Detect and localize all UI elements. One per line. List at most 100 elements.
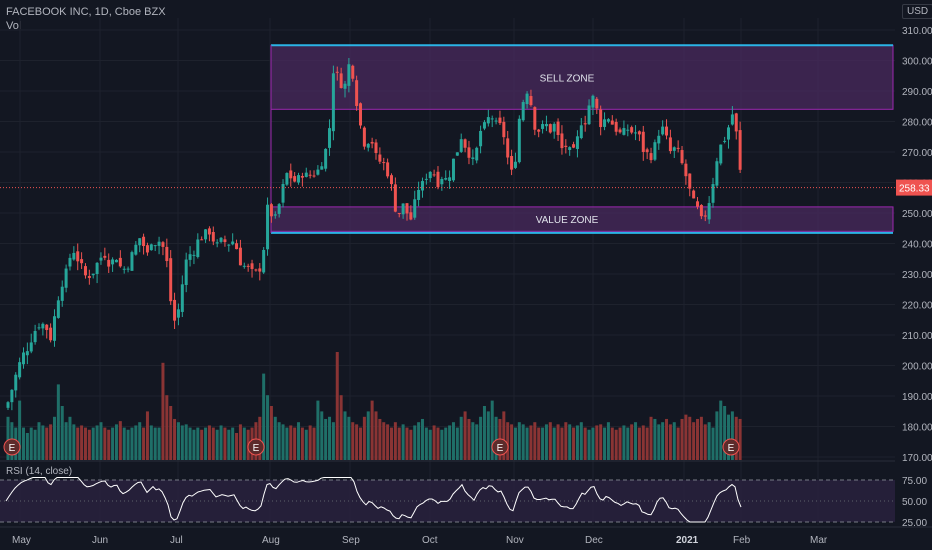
volume-bar	[657, 424, 661, 460]
candle-body	[312, 175, 316, 177]
candle-body	[188, 254, 192, 260]
rsi-tick-label: 25.00	[902, 518, 927, 529]
volume-bar	[552, 427, 556, 460]
volume-bar	[211, 427, 215, 460]
candle-body	[738, 130, 742, 170]
candle-body	[506, 138, 510, 158]
y-tick-label: 280.00	[902, 118, 932, 129]
candle-body	[490, 118, 494, 120]
earnings-marker-label: E	[253, 443, 260, 454]
volume-bar	[308, 425, 312, 460]
volume-bar	[277, 422, 281, 460]
earnings-marker	[491, 438, 509, 456]
volume-bar	[231, 427, 235, 460]
candle-body	[401, 203, 405, 215]
candle-body	[564, 145, 568, 147]
candle-body	[14, 374, 18, 391]
volume-bar	[87, 429, 91, 460]
volume-bar	[684, 414, 688, 460]
candle-body	[258, 268, 262, 272]
volume-bar	[529, 425, 533, 460]
volume-bar	[126, 429, 130, 460]
candle-body	[405, 203, 409, 214]
zone-label: SELL ZONE	[540, 73, 595, 84]
volume-bar	[510, 424, 514, 460]
volume-bar	[14, 427, 18, 460]
candle-body	[366, 143, 370, 148]
volume-bar	[734, 416, 738, 460]
volume-bar	[548, 422, 552, 460]
candle-body	[541, 124, 545, 129]
volume-bar	[157, 427, 161, 460]
volume-bar	[370, 400, 374, 460]
candle-body	[665, 126, 669, 136]
candle-body	[95, 262, 99, 275]
candle-body	[459, 139, 463, 152]
earnings-marker-label: E	[728, 443, 735, 454]
volume-bar	[60, 406, 64, 460]
volume-bar	[413, 425, 417, 460]
candle-body	[343, 83, 347, 89]
candle-body	[142, 236, 146, 247]
volume-bar	[103, 427, 107, 460]
volume-bar	[494, 416, 498, 460]
candle-body	[277, 204, 281, 214]
candle-body	[397, 212, 401, 214]
candle-body	[556, 121, 560, 135]
volume-bar	[575, 425, 579, 460]
volume-bar	[630, 424, 634, 460]
candle-body	[304, 172, 308, 177]
volume-bar	[238, 424, 242, 460]
x-tick-label: May	[12, 535, 31, 546]
candle-body	[653, 142, 657, 160]
candle-body	[533, 107, 537, 130]
volume-bar	[134, 425, 138, 460]
volume-bar	[52, 416, 56, 460]
volume-bar	[281, 424, 285, 460]
candle-body	[6, 402, 10, 408]
volume-bar	[475, 424, 479, 460]
volume-bar	[362, 416, 366, 460]
volume-bar	[324, 418, 328, 460]
volume-bar	[215, 429, 219, 460]
volume-bar	[192, 429, 196, 460]
volume-bar	[397, 427, 401, 460]
candle-body	[409, 212, 413, 220]
candle-body	[153, 245, 157, 247]
volume-bar	[618, 427, 622, 460]
x-tick-label: 2021	[676, 535, 699, 546]
y-tick-label: 250.00	[902, 209, 932, 220]
candle-body	[285, 173, 289, 185]
volume-bar	[467, 418, 471, 460]
volume-bar	[293, 427, 297, 460]
candle-body	[362, 127, 366, 147]
volume-bar	[351, 422, 355, 460]
volume-bar	[21, 427, 25, 460]
candle-body	[448, 177, 452, 181]
volume-bar	[297, 422, 301, 460]
volume-bar	[142, 427, 146, 460]
y-tick-label: 220.00	[902, 301, 932, 312]
candle-body	[37, 327, 41, 329]
rsi-tick-label: 75.00	[902, 476, 927, 487]
candle-body	[118, 257, 122, 267]
x-tick-label: Mar	[810, 535, 828, 546]
volume-bar	[165, 395, 169, 460]
volume-bar	[517, 422, 521, 460]
volume-bar	[72, 424, 76, 460]
candle-body	[471, 157, 475, 159]
candle-body	[231, 241, 235, 245]
volume-bar	[91, 427, 95, 460]
x-tick-label: Nov	[506, 535, 524, 546]
candle-body	[25, 351, 29, 356]
candle-body	[335, 71, 339, 73]
candle-body	[552, 123, 556, 132]
volume-bar	[196, 427, 200, 460]
volume-bar	[320, 411, 324, 460]
volume-bar	[587, 429, 591, 460]
currency-button[interactable]: USD	[902, 4, 932, 19]
candle-body	[680, 150, 684, 164]
volume-bar	[533, 422, 537, 460]
volume-bar	[521, 424, 525, 460]
